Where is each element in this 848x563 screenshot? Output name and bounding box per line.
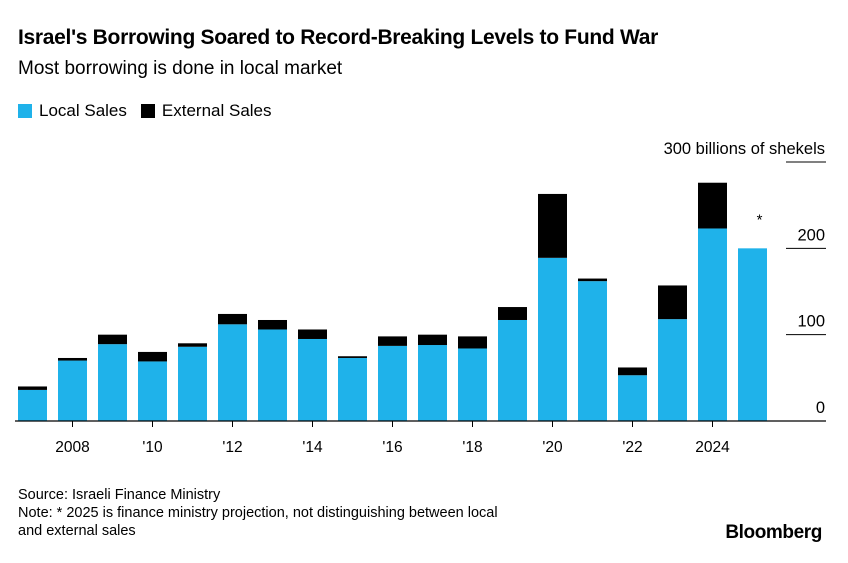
- bar-external-2009: [98, 334, 127, 345]
- bar-external-2014: [298, 329, 327, 339]
- annotation-2025: *: [757, 211, 763, 228]
- legend-swatch-external: [140, 104, 155, 118]
- legend-label-external: External Sales: [161, 101, 272, 120]
- bar-local-2007: [18, 389, 47, 421]
- chart-footer: Source: Israeli Finance Ministry Note: *…: [18, 486, 498, 540]
- bar-external-2015: [338, 356, 367, 358]
- projection-note-line2: and external sales: [18, 523, 136, 539]
- x-tick-label-2020: '20: [542, 439, 563, 456]
- bar-local-2009: [98, 344, 127, 421]
- bar-local-2012: [218, 324, 247, 421]
- bar-external-2018: [458, 336, 487, 349]
- bar-local-2021: [578, 281, 607, 421]
- bar-external-2008: [58, 357, 87, 361]
- bar-local-2017: [418, 345, 447, 421]
- legend-swatch-local: [18, 104, 32, 118]
- bar-external-2019: [498, 307, 527, 320]
- bar-external-2007: [18, 386, 47, 390]
- x-tick-label-2008: 2008: [55, 439, 89, 456]
- bar-local-2010: [138, 361, 167, 421]
- bar-external-2022: [618, 367, 647, 376]
- bar-local-2016: [378, 345, 407, 421]
- bar-local-2019: [498, 319, 527, 421]
- x-tick-label-2012: '12: [222, 439, 242, 456]
- bar-local-2013: [258, 329, 287, 421]
- x-tick-label-2018: '18: [462, 439, 482, 456]
- x-tick-label-2014: '14: [302, 439, 323, 456]
- bar-external-2017: [418, 334, 447, 346]
- bar-external-2020: [538, 193, 567, 258]
- bar-local-2014: [298, 338, 327, 421]
- legend-label-local: Local Sales: [39, 101, 127, 120]
- legend-item-local: Local Sales: [18, 101, 127, 121]
- bar-local-2008: [58, 360, 87, 421]
- bar-local-2015: [338, 357, 367, 421]
- bar-local-2025: [738, 248, 767, 421]
- x-tick-label-2022: '22: [622, 439, 642, 456]
- source-note: Source: Israeli Finance Ministry: [18, 487, 221, 503]
- bar-external-2013: [258, 319, 287, 330]
- bar-external-2021: [578, 278, 607, 282]
- bar-external-2024: [698, 182, 727, 229]
- bar-local-2018: [458, 348, 487, 421]
- x-tick-label-2010: '10: [142, 439, 163, 456]
- x-tick-label-2024: 2024: [695, 439, 730, 456]
- bar-local-2022: [618, 375, 647, 421]
- bar-local-2023: [658, 319, 687, 421]
- chart-title: Israel's Borrowing Soared to Record-Brea…: [18, 26, 658, 49]
- bar-external-2012: [218, 313, 247, 325]
- bar-local-2011: [178, 346, 207, 421]
- y-tick-label-200: 200: [797, 226, 825, 244]
- chart-legend: Local Sales External Sales: [18, 101, 286, 121]
- bar-external-2016: [378, 336, 407, 346]
- bar-local-2020: [538, 257, 567, 421]
- bar-local-2024: [698, 228, 727, 421]
- projection-note-line1: Note: * 2025 is finance ministry project…: [18, 505, 498, 521]
- chart-subtitle: Most borrowing is done in local market: [18, 58, 343, 79]
- bar-external-2023: [658, 285, 687, 320]
- y-tick-label-0: 0: [816, 399, 825, 417]
- bar-external-2011: [178, 343, 207, 347]
- y-tick-label-100: 100: [797, 313, 825, 331]
- brand-logo: Bloomberg: [725, 522, 822, 543]
- y-tick-label-300: 300 billions of shekels: [664, 140, 825, 158]
- x-tick-label-2016: '16: [382, 439, 402, 456]
- legend-item-external: External Sales: [140, 101, 272, 121]
- bar-external-2010: [138, 351, 167, 362]
